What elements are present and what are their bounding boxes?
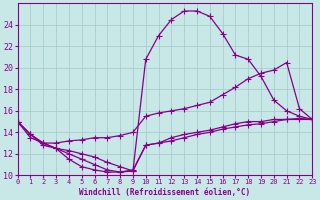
X-axis label: Windchill (Refroidissement éolien,°C): Windchill (Refroidissement éolien,°C) bbox=[79, 188, 251, 197]
